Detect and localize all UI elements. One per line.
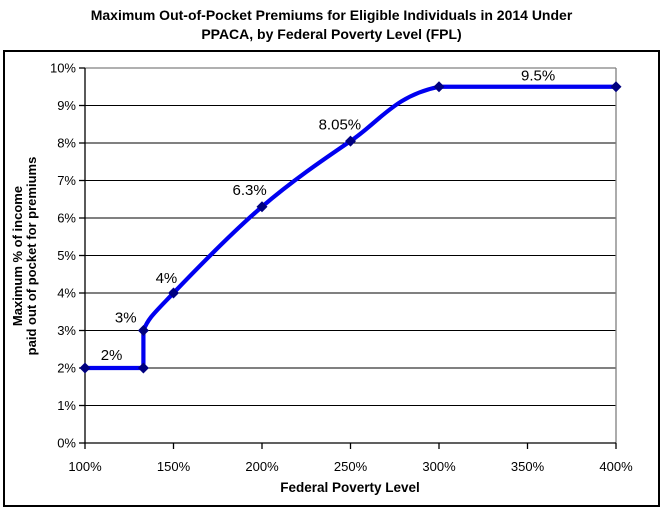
chart-border xyxy=(3,50,660,507)
x-tick-label: 200% xyxy=(245,459,279,474)
data-label: 2% xyxy=(101,347,123,364)
x-tick-label: 150% xyxy=(157,459,191,474)
y-tick-label: 0% xyxy=(57,436,76,451)
y-tick-label: 4% xyxy=(57,286,76,301)
data-point-marker xyxy=(433,81,445,93)
x-tick-label: 300% xyxy=(422,459,456,474)
y-tick-label: 5% xyxy=(57,248,76,263)
chart-title: Maximum Out-of-Pocket Premiums for Eligi… xyxy=(0,6,663,44)
chart-title-line1: Maximum Out-of-Pocket Premiums for Eligi… xyxy=(90,7,573,23)
data-label: 4% xyxy=(156,270,178,287)
data-point-marker xyxy=(79,362,91,374)
x-tick-label: 100% xyxy=(68,459,102,474)
data-label: 3% xyxy=(115,309,137,326)
data-point-marker xyxy=(345,135,356,147)
x-tick-label: 350% xyxy=(511,459,545,474)
y-tick-label: 7% xyxy=(57,173,76,188)
data-label: 8.05% xyxy=(319,116,362,133)
x-axis-title: Federal Poverty Level xyxy=(280,480,420,495)
y-tick-label: 6% xyxy=(57,211,76,226)
y-axis-title-line2: paid out of pocket for premiums xyxy=(24,157,39,356)
y-axis-title-line1: Maximum % of income xyxy=(10,186,25,326)
data-point-marker xyxy=(137,325,149,336)
y-tick-label: 2% xyxy=(57,361,76,376)
x-tick-label: 250% xyxy=(334,459,368,474)
data-point-marker xyxy=(610,81,622,93)
data-point-marker xyxy=(137,362,149,374)
x-tick-label: 400% xyxy=(599,459,633,474)
y-tick-label: 8% xyxy=(57,136,76,151)
data-label: 6.3% xyxy=(233,182,267,199)
y-tick-label: 10% xyxy=(50,61,76,76)
data-point-marker xyxy=(168,287,179,299)
y-tick-label: 1% xyxy=(57,398,76,413)
data-point-marker xyxy=(256,201,268,213)
chart-title-line2: PPACA, by Federal Poverty Level (FPL) xyxy=(201,26,462,42)
y-tick-label: 9% xyxy=(57,98,76,113)
data-label: 9.5% xyxy=(521,68,555,85)
y-tick-label: 3% xyxy=(57,323,76,338)
